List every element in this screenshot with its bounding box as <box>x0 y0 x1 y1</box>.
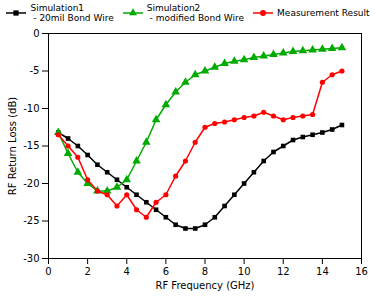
html-text:Simulation2: Simulation2 <box>146 3 201 13</box>
svg-text:-15: -15 <box>23 140 39 151</box>
html-text:- 20mil Bond Wire: - 20mil Bond Wire <box>30 13 114 23</box>
svg-text:6: 6 <box>163 266 169 277</box>
svg-text:16: 16 <box>355 266 368 277</box>
svg-text:14: 14 <box>316 266 329 277</box>
svg-text:2: 2 <box>84 266 90 277</box>
svg-text:-10: -10 <box>23 103 39 114</box>
html-text:Simulation1: Simulation1 <box>30 3 85 13</box>
svg-text:-25: -25 <box>23 215 39 226</box>
svg-text:8: 8 <box>202 266 208 277</box>
svg-text:-5: -5 <box>30 65 40 76</box>
svg-text:-20: -20 <box>23 178 39 189</box>
html-text:- modified Bond Wire: - modified Bond Wire <box>146 13 245 23</box>
svg-text:RF Frequency (GHz): RF Frequency (GHz) <box>155 280 254 291</box>
svg-text:4: 4 <box>124 266 130 277</box>
svg-text:0: 0 <box>33 28 39 39</box>
svg-text:10: 10 <box>238 266 251 277</box>
svg-text:0: 0 <box>45 266 51 277</box>
svg-text:12: 12 <box>277 266 290 277</box>
svg-text:RF Return Loss (dB): RF Return Loss (dB) <box>7 97 18 195</box>
html-text:Measurement Result: Measurement Result <box>277 8 370 18</box>
svg-text:-30: -30 <box>23 253 39 264</box>
